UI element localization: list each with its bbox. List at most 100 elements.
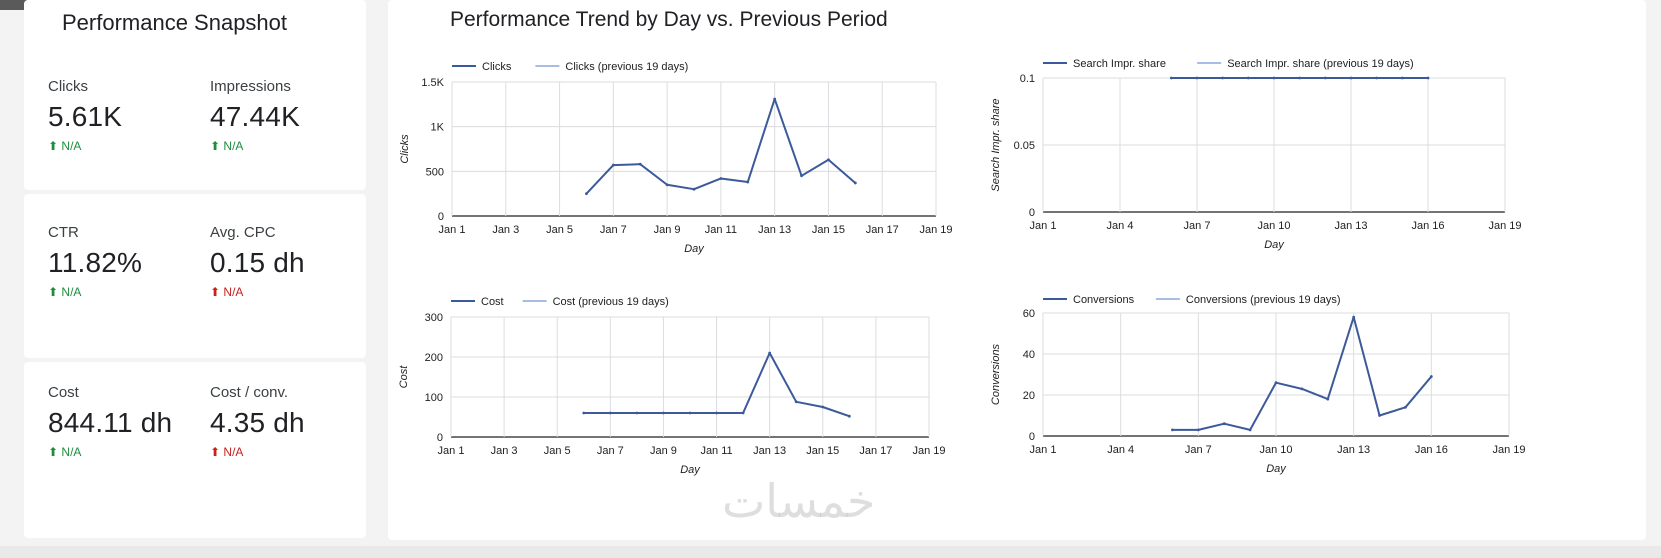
search-impr-share-xtick-label: Jan 10 [1257,220,1290,232]
cost-data-point [582,411,586,415]
metric-value: 47.44K [210,101,300,132]
search-impr-share-data-point [1349,76,1353,80]
cost-ytick-label: 200 [425,352,443,364]
clicks-ytick-label: 0 [438,211,444,223]
cost-legend-cost: Cost [481,296,504,308]
conversions-ytick-label: 20 [1023,390,1035,402]
metric-value: 5.61K [48,101,123,132]
search-impr-share-y-axis-title: Search Impr. share [990,98,1002,191]
metric-label: Clicks [48,78,88,95]
metric-clicks[interactable]: Clicks 5.61K ⬆ N/A [48,78,122,153]
cost-xtick-label: Jan 3 [491,445,518,457]
cost-xtick-label: Jan 5 [544,445,571,457]
cost-ytick-label: 300 [425,312,443,324]
conversions-xtick-label: Jan 1 [1030,444,1057,456]
conversions-data-point [1300,387,1304,391]
clicks-data-point [692,187,696,191]
search-impr-share-data-point [1195,76,1199,80]
clicks-x-axis-title: Day [684,243,705,255]
conversions-data-point [1171,428,1174,432]
cost-xtick-label: Jan 19 [912,445,945,457]
arrow-up-icon: ⬆ [210,285,221,299]
search-impr-share-data-point [1221,76,1225,80]
cost-legend-cost-previous-19-days: Cost (previous 19 days) [553,296,669,308]
metric-cost[interactable]: Cost 844.11 dh ⬆ N/A [48,384,172,459]
search-impr-share-xtick-label: Jan 16 [1411,220,1444,232]
conversions-xtick-label: Jan 19 [1492,444,1525,456]
conversions-data-point [1326,397,1330,401]
metric-delta: ⬆ N/A [210,285,244,299]
performance-snapshot-panel: Performance Snapshot Clicks 5.61K ⬆ N/A … [24,0,366,540]
cost-x-axis-title: Day [680,464,701,476]
metric-value: 11.82% [48,247,143,278]
metric-delta: ⬆ N/A [210,139,244,153]
cost-ytick-label: 100 [425,392,443,404]
search-impr-share-xtick-label: Jan 19 [1488,220,1521,232]
cost-xtick-label: Jan 9 [650,445,677,457]
metric-label: Cost / conv. [210,384,289,401]
conversions-data-point [1274,381,1278,385]
search-impr-share-data-point [1426,76,1430,80]
clicks-xtick-label: Jan 11 [705,224,737,236]
conversions-xtick-label: Jan 16 [1415,444,1448,456]
metric-cost-per-conv[interactable]: Cost / conv. 4.35 dh ⬆ N/A [210,384,305,459]
arrow-up-icon: ⬆ [210,445,221,459]
cost-data-point [662,411,665,415]
cost-data-point [847,414,851,418]
arrow-up-icon: ⬆ [48,285,59,299]
search-impr-share-data-point [1169,76,1173,80]
metric-delta: ⬆ N/A [48,285,82,299]
conversions-ytick-label: 0 [1029,431,1035,443]
metric-ctr[interactable]: CTR 11.82% ⬆ N/A [48,224,142,299]
clicks-xtick-label: Jan 19 [919,224,952,236]
search-impr-share-xtick-label: Jan 13 [1334,220,1367,232]
search-impr-share-ytick-label: 0 [1029,207,1035,219]
performance-trend-panel: Performance Trend by Day vs. Previous Pe… [388,0,1646,540]
clicks-xtick-label: Jan 1 [439,224,466,236]
cost-data-point [821,405,825,409]
clicks-ytick-label: 500 [426,166,444,178]
conversions-xtick-label: Jan 7 [1185,444,1212,456]
metric-delta: ⬆ N/A [48,139,82,153]
clicks-data-point [853,181,857,185]
conversions-data-point [1352,315,1356,319]
cost-xtick-label: Jan 11 [700,445,732,457]
clicks-data-point [611,163,615,167]
search-impr-share-xtick-label: Jan 7 [1184,220,1211,232]
conversions-data-point [1222,422,1226,426]
clicks-data-point [638,162,642,166]
metric-delta: ⬆ N/A [48,445,82,459]
cost-xtick-label: Jan 17 [859,445,892,457]
cost-xtick-label: Jan 15 [806,445,839,457]
search-impr-share-x-axis-title: Day [1264,239,1285,251]
conversions-y-axis-title: Conversions [990,343,1002,405]
clicks-xtick-label: Jan 5 [546,224,573,236]
metric-label: CTR [48,224,79,241]
clicks-data-point [719,177,723,180]
conversions-series-line-conversions [1172,316,1433,431]
clicks-data-point [773,97,777,101]
cost-data-point [608,411,612,415]
search-impr-share-data-point [1272,76,1276,80]
cost-data-point [768,351,772,355]
cost-data-point [635,411,639,415]
search-impr-share-ytick-label: 0.1 [1020,73,1035,85]
cost-y-axis-title: Cost [398,365,410,389]
trend-title: Performance Trend by Day vs. Previous Pe… [450,8,888,31]
conversions-xtick-label: Jan 4 [1107,444,1134,456]
cost-xtick-label: Jan 13 [753,445,786,457]
search-impr-share-data-point [1400,76,1404,80]
cost-data-point [741,411,745,415]
cost-data-point [688,411,692,415]
conversions-x-axis-title: Day [1266,463,1287,475]
search-impr-share-xtick-label: Jan 1 [1030,220,1057,232]
metric-impressions[interactable]: Impressions 47.44K ⬆ N/A [210,78,300,153]
arrow-up-icon: ⬆ [210,139,221,153]
metric-label: Impressions [210,78,291,95]
search-impr-share-xtick-label: Jan 4 [1107,220,1134,232]
metric-avg-cpc[interactable]: Avg. CPC 0.15 dh ⬆ N/A [210,224,305,299]
snapshot-card-1 [24,0,366,190]
conversions-ytick-label: 40 [1023,349,1035,361]
snapshot-card-3 [24,362,366,538]
